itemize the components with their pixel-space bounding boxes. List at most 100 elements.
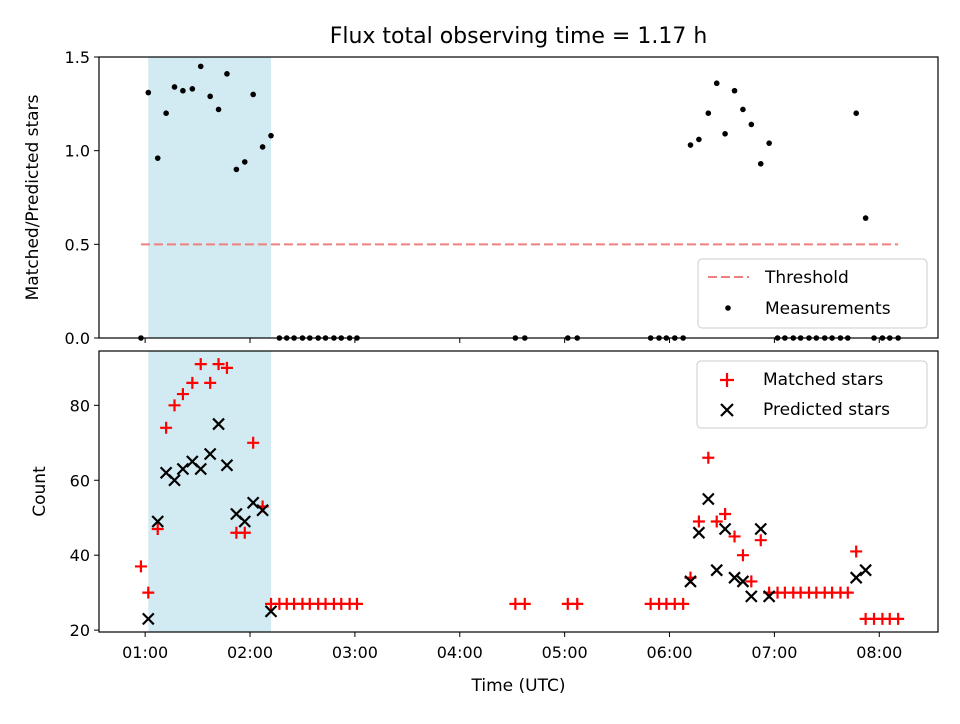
matched-star-point — [350, 597, 363, 610]
measurement-point — [705, 110, 712, 116]
matched-star-point — [892, 612, 905, 625]
legend-box — [696, 360, 928, 429]
matched-star-point — [194, 358, 207, 371]
measurement-point — [197, 63, 204, 70]
legend-box — [697, 258, 928, 329]
x-tick-label: 03:00 — [332, 643, 378, 662]
top-panel: 0.0 0.5 1.0 1.5 Matched/Predicted stars Thres… — [23, 48, 939, 348]
measurement-point — [154, 155, 161, 161]
measurement-point — [259, 144, 266, 150]
legend-matched-swatch — [720, 373, 734, 387]
measurement-point — [145, 89, 152, 96]
measurement-point — [853, 110, 859, 116]
legend-measurements-label: Measurements — [765, 299, 891, 319]
matched-star-point — [160, 421, 173, 434]
matched-star-point — [841, 586, 854, 599]
matched-star-point — [134, 560, 147, 573]
predicted-star-point — [176, 462, 190, 476]
measurement-point — [757, 160, 764, 167]
x-tick-label: 07:00 — [751, 643, 797, 662]
axes-frame — [98, 56, 939, 339]
predicted-star-point — [220, 458, 234, 472]
matched-star-point — [142, 586, 155, 599]
matched-star-point — [728, 530, 741, 543]
matched-star-point — [702, 451, 715, 464]
measurement-point — [224, 71, 230, 77]
shaded-region — [148, 351, 271, 632]
axes-frame — [98, 350, 939, 633]
predicted-star-point — [859, 563, 872, 577]
x-tick-label: 08:00 — [856, 643, 902, 662]
predicted-star-point — [203, 447, 217, 461]
measurement-point — [171, 84, 178, 90]
x-tick-label: 05:00 — [542, 643, 588, 662]
y-tick-label: 1.0 — [65, 142, 90, 161]
matched-star-point — [151, 522, 164, 535]
legend-measurements-swatch — [725, 305, 731, 311]
measurement-point — [748, 121, 755, 128]
measurement-point — [687, 142, 694, 148]
x-tick-label: 06:00 — [646, 643, 692, 662]
y-tick-label: 20 — [70, 621, 90, 640]
measurement-point — [180, 87, 186, 94]
predicted-star-point — [745, 590, 758, 603]
matched-star-point — [692, 515, 705, 528]
matched-star-point — [850, 545, 863, 558]
legend-threshold-label: Threshold — [764, 268, 849, 288]
matched-star-point — [754, 534, 767, 547]
predicted-star-point — [702, 492, 715, 506]
predicted-star-point — [710, 563, 723, 577]
predicted-star-point — [762, 590, 776, 603]
matched-star-point — [168, 399, 181, 412]
bottom-panel: 20 40 60 80 Count 01:00 02:00 03:00 04:00 05:00 06… — [30, 350, 939, 696]
matched-star-point — [677, 597, 690, 610]
measurement-point — [215, 106, 222, 113]
matched-star-point — [204, 376, 217, 389]
legend-predicted-label: Predicted stars — [763, 400, 890, 420]
y-tick-label: 0.0 — [65, 329, 90, 348]
measurement-point — [740, 106, 746, 113]
matched-star-point — [176, 388, 189, 401]
predicted-star-point — [168, 473, 181, 487]
matched-star-point — [571, 597, 584, 610]
legend-matched-label: Matched stars — [763, 370, 883, 390]
measurement-point — [250, 91, 256, 98]
matched-star-point — [247, 436, 260, 449]
measurement-point — [713, 80, 720, 87]
predicted-star-point — [728, 571, 741, 584]
matched-star-point — [220, 361, 233, 374]
measurement-point — [722, 131, 728, 137]
measurement-point — [766, 140, 772, 146]
measurement-point — [268, 132, 274, 139]
predicted-star-point — [194, 462, 208, 476]
matched-star-point — [719, 507, 732, 520]
matched-star-point — [518, 597, 531, 610]
measurement-point — [241, 159, 248, 165]
y-axis-label: Count — [30, 466, 50, 517]
matched-star-point — [710, 515, 723, 528]
matched-star-point — [186, 376, 199, 389]
matched-star-point — [736, 549, 749, 562]
predicted-star-point — [849, 571, 863, 584]
measurement-point — [731, 87, 738, 94]
x-tick-label: 04:00 — [437, 643, 483, 662]
predicted-star-point — [256, 503, 269, 517]
predicted-star-point — [684, 575, 697, 588]
matched-star-point — [238, 526, 251, 539]
measurement-point — [233, 166, 240, 173]
measurement-point — [696, 136, 702, 143]
y-tick-label: 40 — [70, 546, 90, 565]
predicted-star-point — [264, 605, 278, 618]
predicted-star-point — [692, 526, 706, 539]
predicted-star-point — [212, 417, 225, 431]
legend-predicted-swatch — [720, 403, 734, 417]
predicted-star-point — [151, 515, 165, 528]
matched-star-point — [212, 358, 225, 371]
y-tick-label: 60 — [70, 471, 90, 490]
shaded-region — [148, 57, 271, 338]
measurement-point — [163, 110, 169, 116]
x-axis-label: Time (UTC) — [471, 676, 566, 696]
y-axis-label: Matched/Predicted stars — [23, 94, 43, 300]
chart-title: Flux total observing time = 1.17 h — [330, 24, 708, 49]
